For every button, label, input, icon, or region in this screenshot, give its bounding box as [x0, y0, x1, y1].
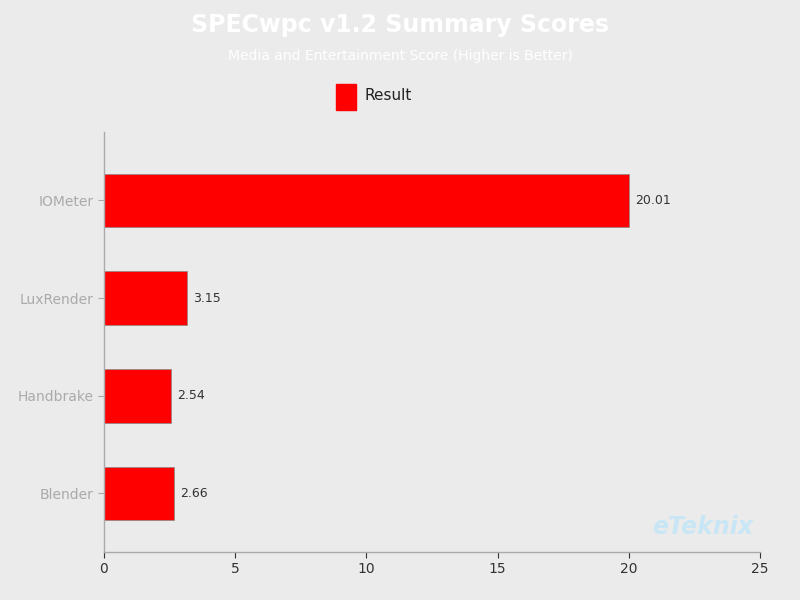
Text: 2.66: 2.66: [180, 487, 208, 500]
Bar: [104, 173, 629, 227]
FancyBboxPatch shape: [336, 84, 356, 110]
Bar: [104, 467, 174, 520]
Text: Media and Entertainment Score (Higher is Better): Media and Entertainment Score (Higher is…: [227, 49, 573, 63]
Bar: [104, 271, 186, 325]
Text: Result: Result: [364, 88, 411, 103]
Text: 3.15: 3.15: [194, 292, 221, 305]
Text: 2.54: 2.54: [178, 389, 205, 402]
Bar: [104, 369, 170, 422]
Text: eTeknix: eTeknix: [652, 515, 754, 539]
Text: 20.01: 20.01: [636, 194, 671, 207]
Text: SPECwpc v1.2 Summary Scores: SPECwpc v1.2 Summary Scores: [191, 13, 609, 37]
